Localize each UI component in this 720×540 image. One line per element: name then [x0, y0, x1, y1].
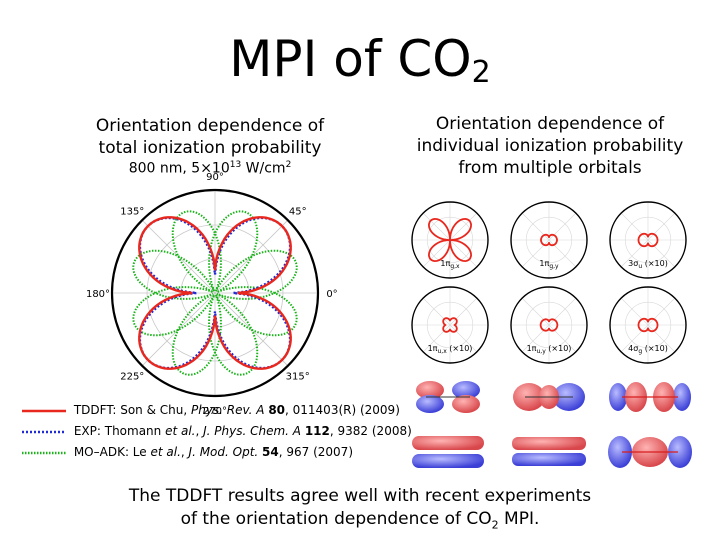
orbital-label: 1πg,x: [440, 259, 460, 270]
orbital-plot-3: 1πu,x (×10): [411, 286, 489, 364]
iso-lobe: [512, 453, 586, 466]
conclusion: The TDDFT results agree well with recent…: [0, 485, 720, 536]
iso-lobe: [668, 436, 692, 468]
orbital-spoke: [620, 212, 676, 268]
iso-lobe: [416, 381, 444, 399]
slide-title: MPI of CO2: [229, 30, 491, 90]
tick-label-135: 135°: [120, 206, 144, 217]
orbital-spoke: [521, 297, 577, 353]
iso-lobe: [416, 395, 444, 413]
orbital-label: 4σg (×10): [628, 344, 668, 355]
left-heading-line1: Orientation dependence of: [95, 116, 325, 136]
orbital-curve: [637, 232, 659, 248]
left-heading-line2: total ionization probability: [98, 138, 322, 158]
orbital-plot-2: 3σu (×10): [609, 201, 687, 279]
orbital-outer-circle: [411, 201, 489, 279]
right-heading-line1: Orientation dependence of: [435, 114, 665, 134]
tick-label-225: 225°: [120, 372, 144, 383]
orbital-plot-grid: 1πg,x 1πg,y 3σu (×10) 1πu,x (×10) 1πu,y (×10…: [411, 201, 687, 364]
legend: TDDFT: Son & Chu, Phys. Rev. A 80, 01140…: [20, 403, 412, 466]
orbital-label: 1πg,y: [539, 259, 559, 270]
orbital-plot-1: 1πg,y: [510, 201, 588, 279]
series-line-moadk: [132, 210, 298, 376]
orbital-outer-circle: [411, 286, 489, 364]
orbital-outer-circle: [510, 286, 588, 364]
tick-label-0: 0°: [326, 289, 337, 300]
tick-label-90: 90°: [206, 172, 224, 183]
orbital-spoke: [521, 212, 577, 268]
orbital-plot-5: 4σg (×10): [609, 286, 687, 364]
conclusion-line1: The TDDFT results agree well with recent…: [128, 486, 592, 506]
polar-chart: 90° 45° 0° 315° 270° 225° 180° 135°: [86, 172, 338, 417]
orbital-curve: [540, 233, 558, 247]
tick-label-315: 315°: [286, 372, 310, 383]
iso-lobe: [609, 383, 627, 411]
orbital-spoke: [422, 297, 478, 353]
left-heading: Orientation dependence of total ionizati…: [40, 115, 380, 159]
tick-label-45: 45°: [289, 206, 307, 217]
legend-entry-exp: EXP: Thomann et al., J. Phys. Chem. A 11…: [22, 424, 412, 438]
iso-lobe: [412, 454, 484, 468]
series-line-tddft: [138, 216, 292, 370]
orbital-spoke: [620, 297, 676, 353]
orbital-curve: [442, 317, 458, 333]
tick-label-270: 270°: [203, 406, 227, 417]
orbital-plot-4: 1πu,y (×10): [510, 286, 588, 364]
orbital-outer-circle: [609, 286, 687, 364]
orbital-plot-0: 1πg,x: [411, 201, 489, 279]
orbital-outer-circle: [609, 201, 687, 279]
iso-lobe: [512, 437, 586, 450]
legend-entry-moadk: MO–ADK: Le et al., J. Mod. Opt. 54, 967 …: [22, 445, 353, 459]
tick-label-180: 180°: [86, 289, 110, 300]
right-heading-line3: from multiple orbitals: [458, 158, 642, 178]
right-heading: Orientation dependence of individual ion…: [395, 113, 705, 179]
orbital-curve: [637, 317, 659, 333]
iso-lobe: [452, 381, 480, 399]
iso-lobe: [608, 436, 632, 468]
series-line-moadk-mirror: [132, 210, 298, 376]
orbital-curve: [539, 318, 559, 332]
orbital-label: 1πu,y (×10): [527, 344, 572, 355]
orbital-label: 3σu (×10): [628, 259, 668, 270]
orbital-label: 1πu,x (×10): [428, 344, 473, 355]
polar-outer-circle: [110, 188, 320, 398]
laser-condition: 800 nm, 5×1013 W/cm2: [128, 160, 292, 177]
legend-entry-tddft: TDDFT: Son & Chu, Phys. Rev. A 80, 01140…: [22, 403, 400, 417]
orbital-outer-circle: [510, 201, 588, 279]
orbital-curve: [427, 217, 473, 263]
right-heading-line2: individual ionization probability: [416, 136, 684, 156]
iso-lobe: [412, 436, 484, 450]
iso-lobe: [673, 383, 691, 411]
polar-spoke-135: [141, 219, 289, 367]
isosurface-grid: [412, 381, 692, 468]
conclusion-line2: of the orientation dependence of CO2 MPI…: [180, 509, 540, 532]
iso-lobe: [452, 395, 480, 413]
